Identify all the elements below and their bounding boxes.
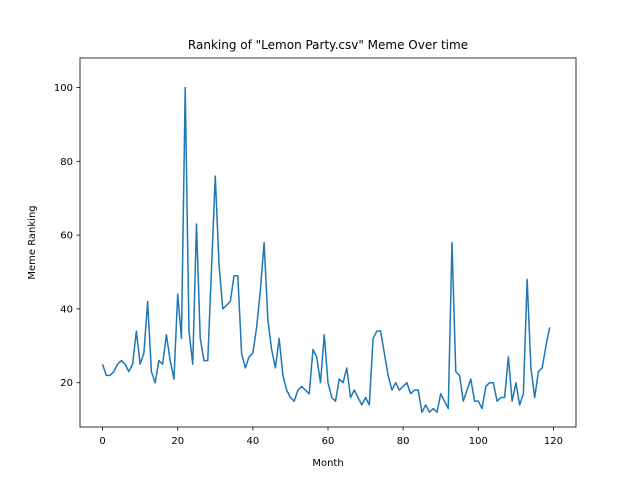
y-axis-label: Meme Ranking [27,205,38,279]
x-tick-label-120: 120 [544,436,563,447]
x-tick-label-80: 80 [397,436,410,447]
plot-area [101,86,551,413]
x-tick-label-100: 100 [469,436,488,447]
y-tick-label-80: 80 [60,157,73,168]
y-tick-label-40: 40 [60,304,73,315]
y-tick-label-100: 100 [54,83,73,94]
x-tick-label-60: 60 [322,436,335,447]
y-tick-label-60: 60 [60,231,73,242]
x-axis-label: Month [312,458,343,469]
x-tick-label-40: 40 [246,436,259,447]
chart-title: Ranking of "Lemon Party.csv" Meme Over t… [188,38,468,52]
x-tick-label-0: 0 [99,436,105,447]
x-tick-label-20: 20 [171,436,184,447]
y-tick-label-20: 20 [60,378,73,389]
series-line-0 [101,86,551,413]
